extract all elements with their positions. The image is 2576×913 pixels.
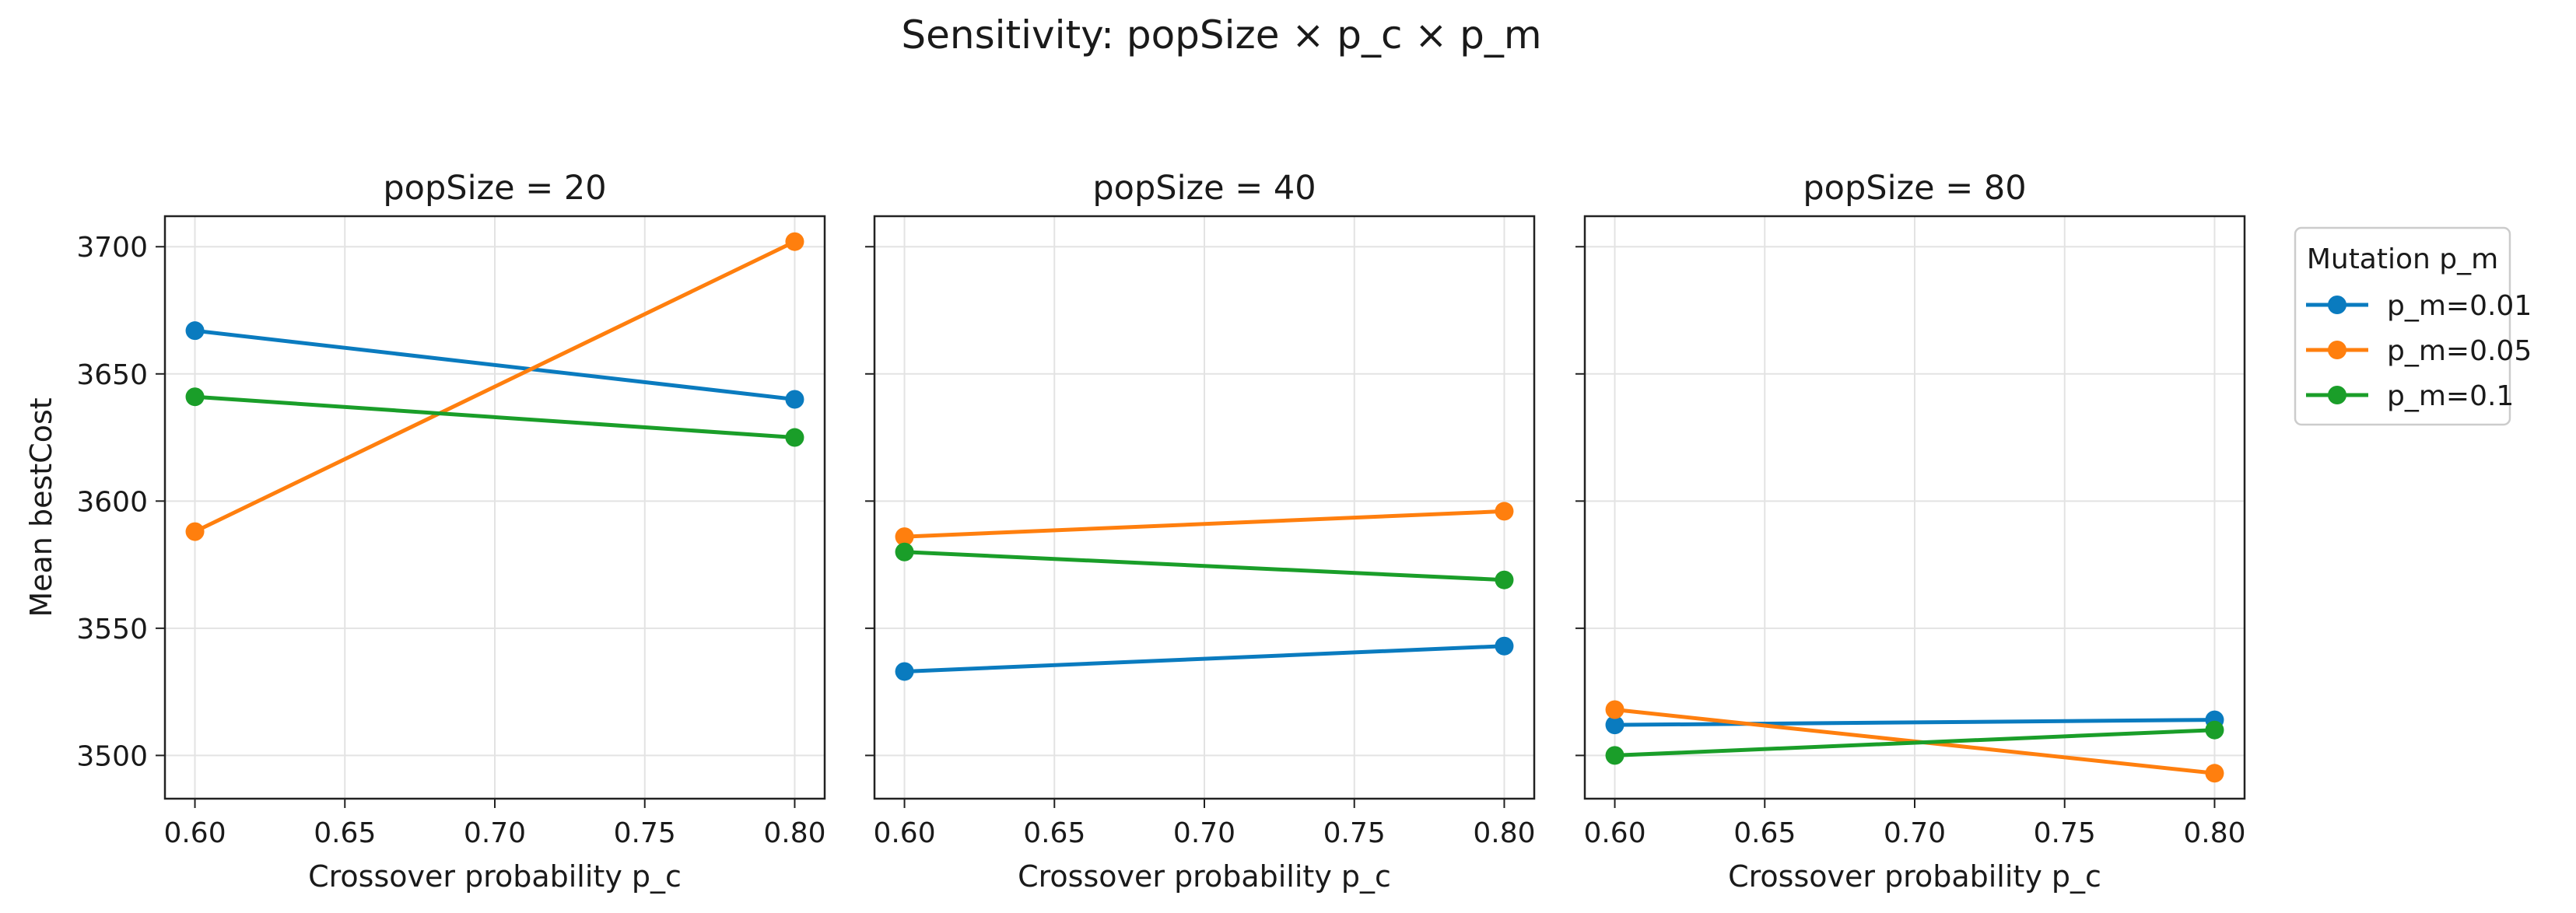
axes-frame: [1583, 215, 2246, 800]
x-axis-label: Crossover probability p_c: [1018, 859, 1391, 894]
x-tick-label: 0.70: [1884, 817, 1946, 849]
y-tick-label: 3600: [76, 486, 148, 518]
series-p_m=0.05: [895, 502, 1514, 547]
legend-marker: [2328, 341, 2346, 359]
y-tick-label: 3500: [76, 740, 148, 772]
series-line: [904, 550, 1505, 582]
legend-entry: p_m=0.01: [2306, 290, 2532, 322]
data-point: [185, 387, 205, 407]
y-axis-label: Mean bestCost: [24, 397, 58, 617]
series-p_m=0.1: [185, 387, 804, 447]
series-line: [1614, 728, 2215, 757]
series-line: [1614, 718, 2215, 727]
legend-box: [2294, 226, 2511, 426]
y-tick-label: 3700: [76, 232, 148, 264]
series-line: [195, 394, 795, 440]
data-point: [1495, 502, 1514, 521]
series-p_m=0.01: [1605, 710, 2224, 735]
legend-entry: p_m=0.05: [2306, 335, 2532, 367]
data-point: [1605, 700, 1624, 719]
legend-title: Mutation p_m: [2307, 243, 2498, 275]
y-tick-label: 3550: [76, 614, 148, 645]
x-tick-label: 0.80: [2183, 817, 2245, 849]
legend-entry: p_m=0.1: [2306, 380, 2514, 412]
series-p_m=0.01: [895, 636, 1514, 681]
x-tick-label: 0.75: [614, 817, 676, 849]
data-point: [1605, 715, 1624, 735]
data-point: [895, 542, 914, 561]
x-tick-label: 0.75: [1323, 817, 1386, 849]
legend-label: p_m=0.1: [2387, 380, 2514, 412]
series-line: [904, 644, 1505, 673]
legend-marker: [2328, 296, 2346, 314]
x-tick-label: 0.60: [873, 817, 935, 849]
data-point: [785, 390, 804, 409]
x-axis-label: Crossover probability p_c: [1728, 859, 2101, 894]
legend-label: p_m=0.05: [2387, 335, 2532, 367]
data-point: [895, 662, 914, 681]
data-point: [785, 428, 804, 447]
x-tick-label: 0.80: [1473, 817, 1535, 849]
panel-title: popSize = 40: [1092, 169, 1316, 208]
x-tick-label: 0.75: [2034, 817, 2096, 849]
axes-frame: [163, 215, 826, 800]
data-point: [185, 522, 205, 541]
figure-title: Sensitivity: popSize × p_c × p_m: [901, 12, 1541, 58]
x-tick-label: 0.65: [1023, 817, 1085, 849]
data-point: [1605, 746, 1624, 765]
data-point: [2205, 764, 2224, 783]
panel-1: 0.60 0.65 0.70 0.75 0.80 3500 3550 3600 3650 3700…: [24, 169, 826, 894]
series-line: [195, 328, 795, 401]
x-tick-label: 0.65: [314, 817, 376, 849]
x-tick-label: 0.80: [763, 817, 825, 849]
series-p_m=0.05: [185, 232, 804, 541]
x-tick-label: 0.70: [464, 817, 526, 849]
data-point: [1495, 570, 1514, 589]
x-axis-label: Crossover probability p_c: [308, 859, 682, 894]
series-line: [904, 509, 1505, 539]
legend-marker: [2328, 386, 2346, 404]
series-p_m=0.01: [185, 321, 804, 409]
series-p_m=0.1: [1605, 720, 2224, 765]
x-tick-label: 0.65: [1733, 817, 1796, 849]
x-tick-label: 0.60: [163, 817, 226, 849]
x-tick-label: 0.60: [1583, 817, 1645, 849]
data-point: [785, 232, 804, 251]
axes-frame: [873, 215, 1536, 800]
data-point: [895, 527, 914, 547]
legend-label: p_m=0.01: [2387, 290, 2532, 322]
x-tick-label: 0.70: [1173, 817, 1235, 849]
data-point: [185, 321, 205, 341]
panel-title: popSize = 80: [1803, 169, 2026, 208]
panel-title: popSize = 20: [383, 169, 606, 208]
series-line: [194, 240, 796, 533]
panel-3: 0.60 0.65 0.70 0.75 0.80 popSize = 80 Crossove…: [1575, 169, 2246, 894]
y-tick-label: 3650: [76, 359, 148, 391]
series-p_m=0.1: [895, 542, 1514, 589]
data-point: [1495, 636, 1514, 656]
panels: 0.60 0.65 0.70 0.75 0.80 3500 3550 3600 3650 3700…: [24, 169, 2246, 894]
legend: Mutation p_m p_m=0.01 p_m=0.05 p_m=0.1: [2294, 226, 2532, 426]
panel-2: 0.60 0.65 0.70 0.75 0.80 popSize = 40 Crossove…: [865, 169, 1536, 894]
data-point: [2205, 720, 2224, 740]
